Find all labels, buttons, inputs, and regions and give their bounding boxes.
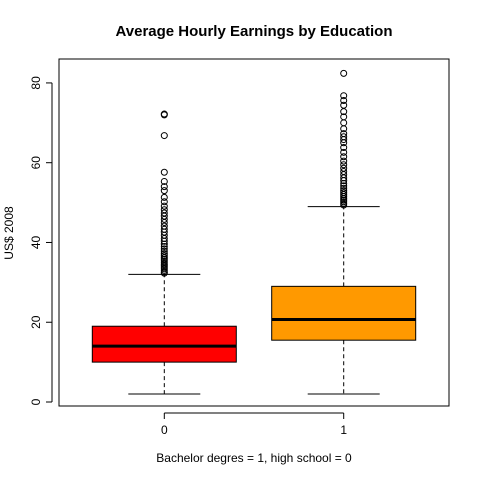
outlier-point xyxy=(160,222,168,230)
y-tick-label: 60 xyxy=(29,156,43,170)
outlier-point xyxy=(160,252,168,260)
outlier-point xyxy=(160,206,168,214)
outlier-point xyxy=(340,101,348,109)
outlier-point xyxy=(340,92,348,100)
box-1 xyxy=(271,285,417,341)
outlier-point xyxy=(340,148,348,156)
outlier-point xyxy=(160,202,168,210)
outlier-point xyxy=(160,209,168,217)
x-tick-label: 0 xyxy=(161,423,168,437)
outlier-point xyxy=(160,250,168,258)
chart-title: Average Hourly Earnings by Education xyxy=(115,23,392,40)
outlier-point xyxy=(160,168,168,176)
outlier-point xyxy=(340,157,348,165)
y-tick-label: 40 xyxy=(29,235,43,249)
outlier-point xyxy=(340,161,348,169)
outlier-point xyxy=(160,132,168,140)
plot-area: 0 20 40 60 80 0 1 xyxy=(29,69,417,437)
outlier-point xyxy=(160,245,168,253)
outlier-point xyxy=(340,153,348,161)
outlier-point xyxy=(340,133,348,141)
x-axis-label: Bachelor degres = 1, high school = 0 xyxy=(156,451,352,465)
y-tick-label: 20 xyxy=(29,315,43,329)
y-tick-label: 0 xyxy=(29,398,43,405)
outlier-point xyxy=(160,110,168,118)
y-tick-label: 80 xyxy=(29,76,43,90)
outlier-point xyxy=(340,189,348,197)
outlier-point xyxy=(160,225,168,233)
outlier-point xyxy=(160,177,168,185)
outlier-point xyxy=(340,113,348,121)
outlier-point xyxy=(340,182,348,190)
y-axis-label: US$ 2008 xyxy=(2,206,16,260)
x-tick-label: 1 xyxy=(340,423,347,437)
outlier-point xyxy=(340,184,348,192)
outlier-point xyxy=(340,164,348,172)
outlier-point xyxy=(160,198,168,206)
outlier-point xyxy=(160,242,168,250)
outlier-point xyxy=(160,187,168,195)
outlier-point xyxy=(340,167,348,175)
plot-frame xyxy=(58,58,450,407)
outlier-point xyxy=(160,193,168,201)
outlier-point xyxy=(340,144,348,152)
outlier-point xyxy=(340,69,348,77)
outlier-point xyxy=(160,247,168,255)
box-0 xyxy=(91,325,237,363)
outlier-point xyxy=(340,187,348,195)
outlier-point xyxy=(340,130,348,138)
outlier-point xyxy=(340,96,348,104)
outlier-point xyxy=(160,183,168,191)
